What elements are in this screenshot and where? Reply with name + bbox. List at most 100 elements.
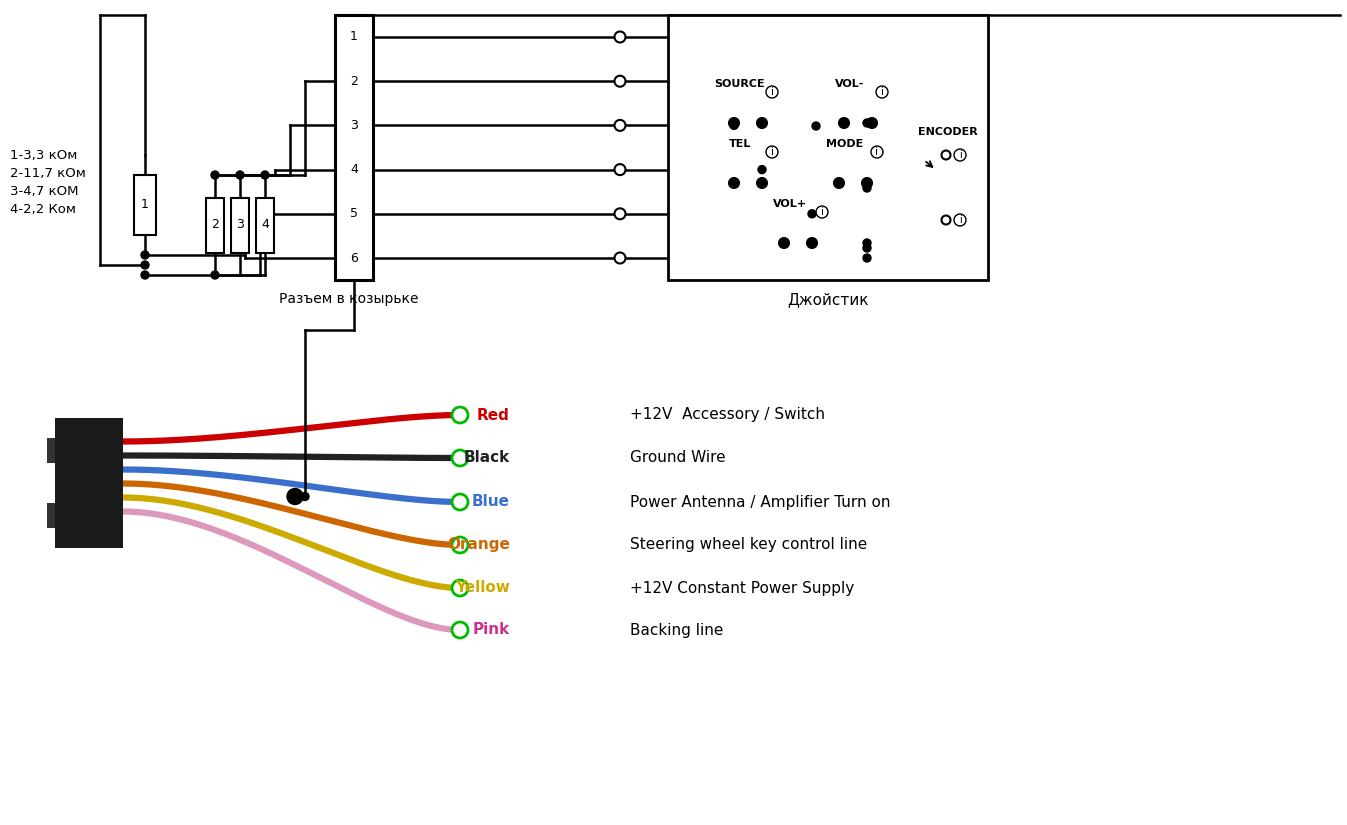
Circle shape <box>758 179 766 187</box>
Text: i: i <box>770 87 773 97</box>
Circle shape <box>453 622 467 638</box>
Circle shape <box>729 118 740 128</box>
Circle shape <box>862 178 872 188</box>
Bar <box>335 15 373 280</box>
Text: Yellow: Yellow <box>455 581 511 596</box>
Text: i: i <box>881 87 884 97</box>
Text: +12V Constant Power Supply: +12V Constant Power Supply <box>630 581 854 596</box>
Circle shape <box>808 239 816 247</box>
Text: Pink: Pink <box>473 623 511 638</box>
Bar <box>55 418 123 548</box>
Text: Ground Wire: Ground Wire <box>630 450 726 465</box>
Bar <box>47 503 55 528</box>
Circle shape <box>780 239 788 247</box>
Text: 6: 6 <box>350 252 358 265</box>
Circle shape <box>808 210 816 218</box>
Circle shape <box>614 208 625 219</box>
Text: MODE: MODE <box>826 139 863 149</box>
Bar <box>230 197 249 252</box>
Bar <box>47 438 55 463</box>
Text: 1-3,3 кОм: 1-3,3 кОм <box>9 148 77 162</box>
Bar <box>133 175 156 235</box>
Text: 3-4,7 кОМ: 3-4,7 кОМ <box>9 185 78 197</box>
Circle shape <box>453 407 467 423</box>
Circle shape <box>863 244 872 252</box>
Circle shape <box>730 119 738 127</box>
Circle shape <box>834 178 845 188</box>
Text: Orange: Orange <box>447 538 511 553</box>
Circle shape <box>614 164 625 175</box>
Text: 1: 1 <box>350 31 358 44</box>
Circle shape <box>766 146 779 158</box>
Text: 4: 4 <box>261 219 269 232</box>
Text: VOL-: VOL- <box>835 79 865 89</box>
Circle shape <box>287 488 303 505</box>
Bar <box>256 197 273 252</box>
Circle shape <box>757 118 766 128</box>
Text: 2-11,7 кОм: 2-11,7 кОм <box>9 167 86 180</box>
Circle shape <box>141 251 150 259</box>
Circle shape <box>300 493 308 501</box>
Circle shape <box>863 119 872 127</box>
Text: 3: 3 <box>350 119 358 132</box>
Circle shape <box>812 122 820 130</box>
Circle shape <box>729 178 740 188</box>
Text: i: i <box>770 147 773 157</box>
Circle shape <box>816 206 828 218</box>
Text: i: i <box>959 215 962 225</box>
Circle shape <box>211 271 220 279</box>
Circle shape <box>614 31 625 43</box>
Circle shape <box>766 86 779 98</box>
Circle shape <box>730 121 738 130</box>
Text: Blue: Blue <box>471 494 511 510</box>
Circle shape <box>261 171 269 179</box>
Text: i: i <box>876 147 878 157</box>
Circle shape <box>453 494 467 510</box>
Text: Steering wheel key control line: Steering wheel key control line <box>630 538 867 553</box>
Circle shape <box>872 146 884 158</box>
Circle shape <box>757 178 766 188</box>
Circle shape <box>730 179 738 187</box>
Text: Black: Black <box>463 450 511 465</box>
Circle shape <box>141 261 150 269</box>
Circle shape <box>211 171 220 179</box>
Text: 4: 4 <box>350 163 358 176</box>
Text: Red: Red <box>477 408 511 422</box>
Circle shape <box>614 120 625 131</box>
Text: ENCODER: ENCODER <box>919 127 978 137</box>
Circle shape <box>758 119 766 127</box>
Bar <box>668 15 987 280</box>
Text: SOURCE: SOURCE <box>715 79 765 89</box>
Circle shape <box>876 86 888 98</box>
Text: Джойстик: Джойстик <box>787 292 869 307</box>
Circle shape <box>841 119 849 127</box>
Circle shape <box>141 271 150 279</box>
Circle shape <box>453 537 467 553</box>
Circle shape <box>863 179 872 187</box>
Text: TEL: TEL <box>729 139 752 149</box>
Circle shape <box>954 149 966 161</box>
Circle shape <box>236 171 244 179</box>
Circle shape <box>867 119 876 127</box>
Text: Backing line: Backing line <box>630 623 723 638</box>
Text: i: i <box>820 207 823 217</box>
Circle shape <box>835 179 843 187</box>
Circle shape <box>863 184 872 192</box>
Text: Power Antenna / Amplifier Turn on: Power Antenna / Amplifier Turn on <box>630 494 890 510</box>
Text: 4-2,2 Ком: 4-2,2 Ком <box>9 202 75 215</box>
Circle shape <box>779 238 789 248</box>
Circle shape <box>942 215 951 224</box>
Circle shape <box>863 254 872 262</box>
Circle shape <box>453 580 467 596</box>
Bar <box>206 197 224 252</box>
Text: VOL+: VOL+ <box>773 199 807 209</box>
Circle shape <box>614 76 625 87</box>
Circle shape <box>614 252 625 263</box>
Text: 2: 2 <box>350 75 358 87</box>
Text: i: i <box>959 150 962 160</box>
Text: 3: 3 <box>236 219 244 232</box>
Circle shape <box>863 179 872 187</box>
Text: +12V  Accessory / Switch: +12V Accessory / Switch <box>630 408 824 422</box>
Circle shape <box>867 118 877 128</box>
Circle shape <box>807 238 818 248</box>
